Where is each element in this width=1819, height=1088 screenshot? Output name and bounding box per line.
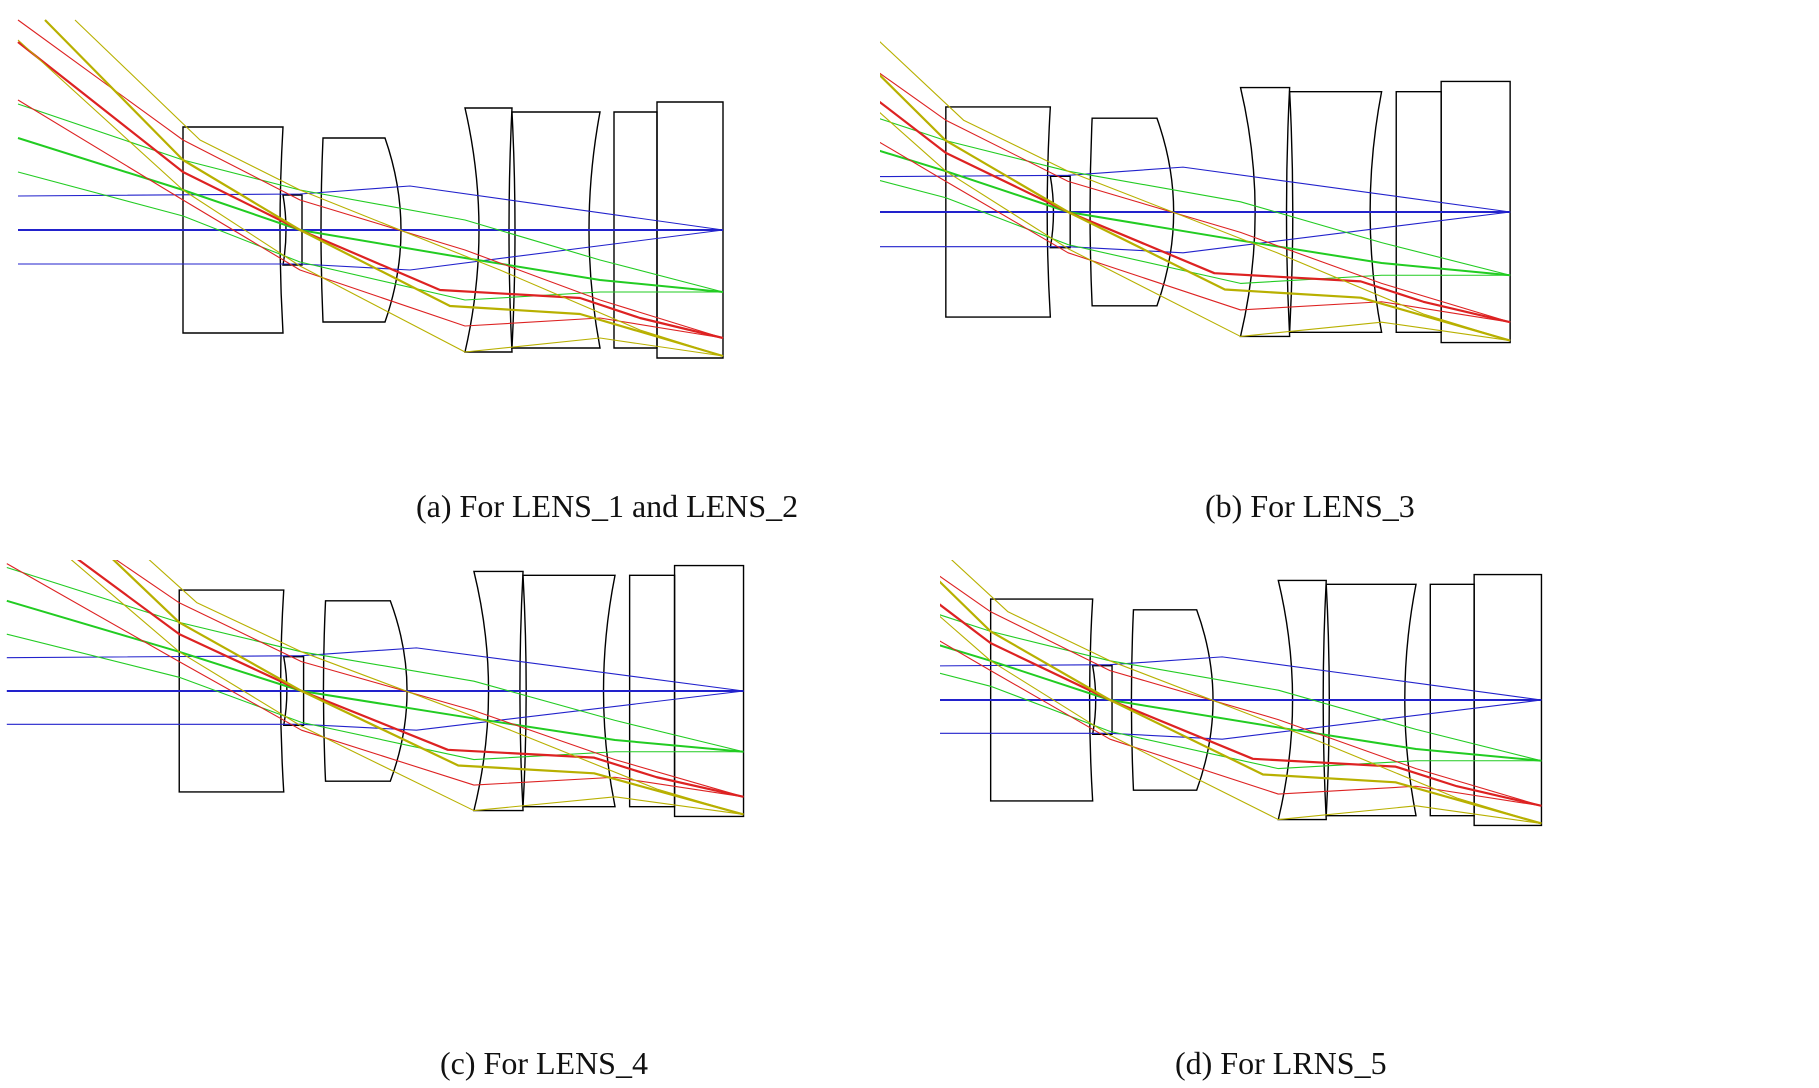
- lens-element-1: [989, 598, 1094, 802]
- lens-element-7: [673, 564, 745, 818]
- lens-element-4: [1277, 579, 1327, 821]
- ray-mid-chief: [880, 149, 1511, 277]
- lens-element-7: [656, 101, 724, 359]
- panel-c-diagram: [6, 560, 745, 818]
- caption-b: (b) For LENS_3: [1205, 488, 1415, 524]
- ray-axis-upper: [17, 185, 724, 231]
- lens-element-2: [1049, 175, 1071, 249]
- ray-full-lower: [940, 640, 1542, 807]
- lens-element-3: [1130, 609, 1214, 791]
- lens-element-2: [282, 194, 303, 266]
- ray-full-lower: [880, 141, 1511, 323]
- caption-c: (c) For LENS_4: [440, 1045, 648, 1081]
- ray-full-upper: [115, 560, 744, 798]
- ray-full-upper: [17, 19, 724, 339]
- ray-edge-chief: [44, 19, 724, 358]
- lens-element-1: [178, 589, 285, 793]
- panel-a: [0, 0, 880, 440]
- panel-b-diagram: [880, 41, 1511, 344]
- ray-axis-lower: [940, 699, 1542, 740]
- ray-mid-lower: [6, 633, 744, 761]
- ray-edge-chief: [940, 580, 1542, 825]
- panel-d-diagram: [940, 560, 1543, 827]
- lens-element-7: [1473, 573, 1543, 827]
- lens-element-1: [182, 126, 284, 334]
- ray-mid-chief: [6, 599, 744, 753]
- lens-element-5: [1325, 583, 1417, 817]
- ray-mid-lower: [880, 180, 1511, 284]
- lens-element-5: [522, 574, 616, 808]
- ray-edge-upper: [148, 560, 744, 816]
- lens-element-4: [464, 107, 513, 353]
- lens-element-4: [473, 570, 524, 812]
- ray-axis-upper: [880, 166, 1511, 213]
- ray-edge-chief: [880, 73, 1511, 342]
- ray-edge-upper: [74, 19, 724, 357]
- lens-element-5: [1288, 90, 1383, 334]
- ray-full-chief: [940, 603, 1542, 807]
- ray-edge-chief: [112, 560, 744, 816]
- ray-full-chief: [77, 560, 744, 798]
- ray-mid-lower: [940, 672, 1542, 770]
- panel-d: [940, 560, 1819, 1000]
- lens-element-3: [1089, 117, 1175, 307]
- ray-edge-lower: [880, 112, 1511, 342]
- ray-full-chief: [880, 100, 1511, 324]
- panel-c: [0, 560, 900, 1000]
- ray-edge-upper: [951, 560, 1542, 825]
- lens-element-3: [320, 137, 402, 323]
- lens-element-3: [322, 600, 408, 782]
- lens-element-5: [511, 111, 601, 349]
- ray-full-upper: [880, 72, 1511, 323]
- lens-element-4: [1239, 86, 1291, 338]
- ray-edge-lower: [17, 39, 724, 357]
- caption-d: (d) For LRNS_5: [1175, 1045, 1387, 1081]
- caption-a: (a) For LENS_1 and LENS_2: [416, 488, 799, 524]
- ray-edge-upper: [880, 41, 1511, 342]
- ray-mid-chief: [940, 644, 1542, 762]
- panel-a-diagram: [17, 19, 724, 359]
- ray-mid-lower: [17, 171, 723, 301]
- ray-full-upper: [940, 575, 1542, 807]
- lens-element-7: [1440, 80, 1511, 344]
- ray-mid-chief: [17, 137, 724, 293]
- ray-full-chief: [17, 41, 724, 340]
- ray-axis-upper: [6, 647, 744, 692]
- lens-element-2: [282, 656, 305, 726]
- lens-element-2: [1091, 665, 1113, 735]
- lens-element-1: [945, 106, 1052, 318]
- ray-edge-lower: [940, 615, 1542, 825]
- panel-b: [880, 0, 1780, 440]
- ray-axis-upper: [940, 656, 1542, 701]
- ray-edge-lower: [70, 560, 744, 816]
